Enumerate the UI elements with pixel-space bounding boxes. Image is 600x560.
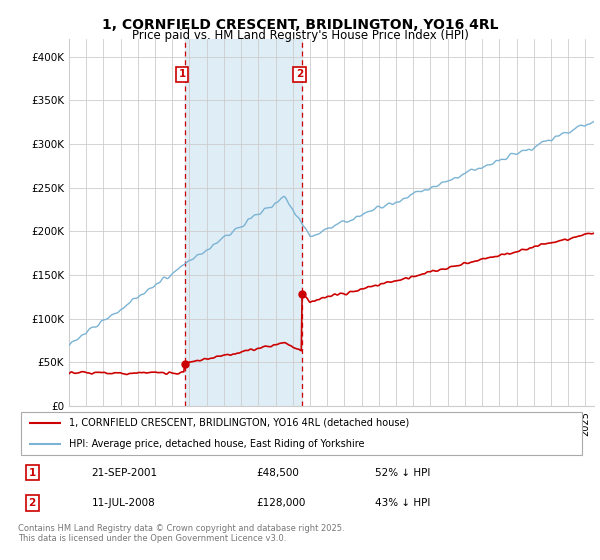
FancyBboxPatch shape <box>21 412 582 455</box>
Text: 11-JUL-2008: 11-JUL-2008 <box>92 498 155 508</box>
Text: £48,500: £48,500 <box>256 468 299 478</box>
Text: 1: 1 <box>178 69 186 79</box>
Text: 1, CORNFIELD CRESCENT, BRIDLINGTON, YO16 4RL: 1, CORNFIELD CRESCENT, BRIDLINGTON, YO16… <box>102 18 498 32</box>
Text: 2: 2 <box>29 498 36 508</box>
Text: 43% ↓ HPI: 43% ↓ HPI <box>375 498 431 508</box>
Text: 21-SEP-2001: 21-SEP-2001 <box>92 468 158 478</box>
Bar <box>185 39 302 406</box>
Text: £128,000: £128,000 <box>256 498 305 508</box>
Text: 52% ↓ HPI: 52% ↓ HPI <box>375 468 431 478</box>
Text: Contains HM Land Registry data © Crown copyright and database right 2025.
This d: Contains HM Land Registry data © Crown c… <box>18 524 344 543</box>
Text: 1: 1 <box>29 468 36 478</box>
Text: Price paid vs. HM Land Registry's House Price Index (HPI): Price paid vs. HM Land Registry's House … <box>131 29 469 42</box>
Text: 1, CORNFIELD CRESCENT, BRIDLINGTON, YO16 4RL (detached house): 1, CORNFIELD CRESCENT, BRIDLINGTON, YO16… <box>69 418 409 428</box>
Text: HPI: Average price, detached house, East Riding of Yorkshire: HPI: Average price, detached house, East… <box>69 439 365 449</box>
Text: 2: 2 <box>296 69 303 79</box>
